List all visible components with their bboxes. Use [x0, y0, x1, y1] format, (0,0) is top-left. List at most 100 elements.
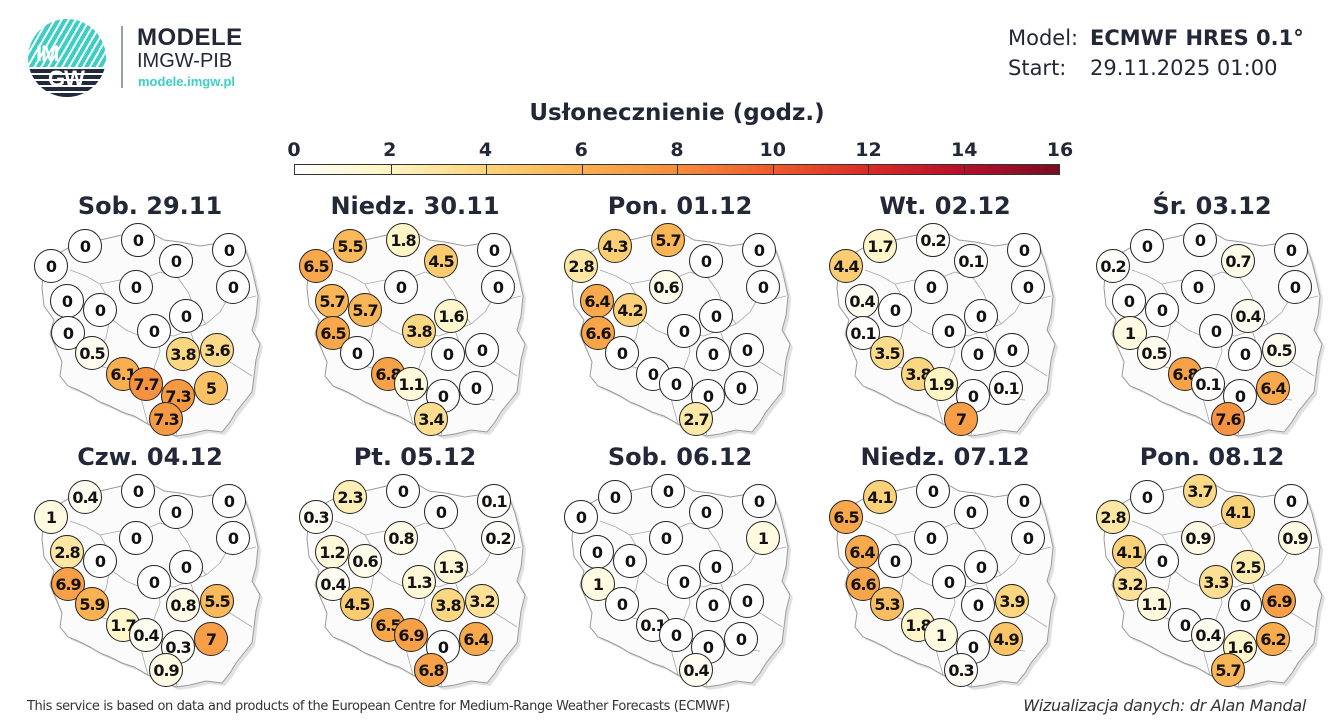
station-value-marker: 0	[1278, 270, 1312, 304]
forecast-panel: 0.3 2.3 0 0 0.1 0.2 0.8 1.2 0.6 0.4 1.3 1.3 4.5 6.5 6.…	[285, 441, 545, 691]
station-value-marker: 6.5	[829, 500, 863, 534]
forecast-panel: 0 0 0 0 0 1 0 0 0 1 0 0 0 0.1 0 0 0.4 0 0 0 Sob. 06.12	[550, 441, 810, 691]
colorbar-tick: 0	[287, 139, 301, 161]
station-value-marker: 0	[1112, 284, 1146, 318]
station-value-marker: 0.9	[1181, 521, 1215, 555]
station-value-marker: 0.2	[481, 521, 515, 555]
station-value-marker: 0	[961, 588, 995, 622]
colorbar	[294, 164, 1060, 175]
station-value-marker: 6.2	[1256, 622, 1290, 656]
station-value-marker: 0	[1274, 484, 1308, 518]
station-value-marker: 0	[212, 484, 246, 518]
colorbar-tick-mark	[486, 165, 487, 174]
station-value-marker: 3.4	[414, 402, 448, 436]
poland-map: 4.4 1.7 0.2 0.1 0 0 0 0.4 0 0.1 0 0 3.5 3.8 1.9 0 7 0 0 0.1	[815, 190, 1075, 440]
station-value-marker: 0	[730, 584, 764, 618]
station-value-marker: 6.4	[1256, 371, 1290, 405]
station-value-marker: 0	[1011, 521, 1045, 555]
station-value-marker: 0	[68, 229, 102, 263]
station-value-marker: 0	[564, 500, 598, 534]
station-value-marker: 3.6	[200, 333, 234, 367]
station-value-marker: 5.5	[200, 584, 234, 618]
station-value-marker: 7.3	[149, 402, 183, 436]
brand-url[interactable]: modele.imgw.pl	[138, 74, 236, 89]
station-value-marker: 0	[954, 495, 988, 529]
model-info: Model: ECMWF HRES 0.1°	[1008, 26, 1304, 50]
station-value-marker: 0	[932, 565, 966, 599]
colorbar-tick: 14	[951, 139, 978, 161]
station-value-marker: 0	[431, 337, 465, 371]
panel-date-title: Niedz. 30.11	[330, 192, 500, 220]
station-value-marker: 1.1	[1137, 587, 1171, 621]
station-value-marker: 0	[121, 474, 155, 508]
station-value-marker: 0	[746, 270, 780, 304]
station-value-marker: 0	[598, 480, 632, 514]
station-value-marker: 0	[699, 299, 733, 333]
station-value-marker: 0.6	[348, 544, 382, 578]
station-value-marker: 2.7	[679, 402, 713, 436]
station-value-marker: 0	[424, 495, 458, 529]
station-value-marker: 0	[667, 314, 701, 348]
station-value-marker: 0	[613, 544, 647, 578]
forecast-panel: 0.2 0 0 0.7 0 0 0 0 0 1 0.4 0 0.5 6.8 0.1 0 7.6 0 0.5 6.4 Śr…	[1082, 190, 1342, 440]
station-value-marker: 4.2	[613, 293, 647, 327]
station-value-marker: 0	[914, 270, 948, 304]
station-value-marker: 1	[34, 500, 68, 534]
station-value-marker: 0	[169, 550, 203, 584]
colorbar-tick-mark	[390, 165, 392, 174]
station-value-marker: 0	[699, 550, 733, 584]
station-value-marker: 4.3	[598, 229, 632, 263]
station-value-marker: 0	[465, 333, 499, 367]
station-value-marker: 0	[386, 474, 420, 508]
station-value-marker: 0	[932, 314, 966, 348]
station-value-marker: 5.3	[870, 587, 904, 621]
station-value-marker: 1	[924, 618, 958, 652]
station-value-marker: 0.2	[1096, 249, 1130, 283]
station-value-marker: 0	[964, 550, 998, 584]
station-value-marker: 6.4	[845, 535, 879, 569]
station-value-marker: 0	[1130, 229, 1164, 263]
station-value-marker: 0.6	[649, 270, 683, 304]
poland-map: 0.2 0 0 0.7 0 0 0 0 0 1 0.4 0 0.5 6.8 0.1 0 7.6 0 0.5 6.4	[1082, 190, 1342, 440]
station-value-marker: 1.3	[402, 565, 436, 599]
panel-date-title: Wt. 02.12	[879, 192, 1011, 220]
station-value-marker: 0.4	[1231, 299, 1265, 333]
station-value-marker: 1.2	[315, 535, 349, 569]
station-value-marker: 0	[1274, 233, 1308, 267]
station-value-marker: 6.6	[846, 567, 880, 601]
panel-date-title: Pon. 01.12	[607, 192, 753, 220]
start-info: Start: 29.11.2025 01:00	[1008, 56, 1277, 80]
station-value-marker: 0	[159, 244, 193, 278]
station-value-marker: 6.4	[459, 622, 493, 656]
station-value-marker: 0.2	[916, 223, 950, 257]
forecast-panel: 2.8 0 3.7 4.1 0 0.9 0.9 4.1 0 3.2 2.5 3.3 1.1 0 0.4 1.6…	[1082, 441, 1342, 691]
station-value-marker: 0	[1130, 480, 1164, 514]
station-value-marker: 3.7	[1183, 474, 1217, 508]
colorbar-tick: 6	[574, 139, 588, 161]
station-value-marker: 1.1	[394, 367, 428, 401]
station-value-marker: 0	[1007, 484, 1041, 518]
station-value-marker: 0	[477, 233, 511, 267]
station-value-marker: 0	[1181, 270, 1215, 304]
station-value-marker: 0	[1183, 223, 1217, 257]
imgw-logo: IM GW	[28, 19, 106, 97]
attribution-text: This service is based on data and produc…	[27, 699, 730, 714]
station-value-marker: 1.7	[863, 229, 897, 263]
station-value-marker: 0	[605, 336, 639, 370]
station-value-marker: 0	[169, 299, 203, 333]
station-value-marker: 3.3	[1199, 565, 1233, 599]
logo-stripes	[28, 67, 106, 97]
forecast-panel: 0 0 0 0 0 0 0 0 0 0 0 0 0.5 6.1 7.7 7.3 7.3 3.8 3.6 5 Sob. 2…	[20, 190, 280, 440]
station-value-marker: 5.7	[348, 293, 382, 327]
forecast-panel: 4.4 1.7 0.2 0.1 0 0 0 0.4 0 0.1 0 0 3.5 3.8 1.9 0 7 0 0 0.1…	[815, 190, 1075, 440]
station-value-marker: 0	[1228, 337, 1262, 371]
station-value-marker: 1.3	[434, 550, 468, 584]
poland-map: 0.3 2.3 0 0 0.1 0.2 0.8 1.2 0.6 0.4 1.3 1.3 4.5 6.5 6.…	[285, 441, 545, 691]
station-value-marker: 0	[742, 233, 776, 267]
station-value-marker: 1.8	[386, 223, 420, 257]
colorbar-tick-mark	[677, 165, 678, 174]
station-value-marker: 0	[689, 495, 723, 529]
station-value-marker: 0	[1007, 233, 1041, 267]
station-value-marker: 2.3	[333, 480, 367, 514]
station-value-marker: 5.9	[75, 587, 109, 621]
